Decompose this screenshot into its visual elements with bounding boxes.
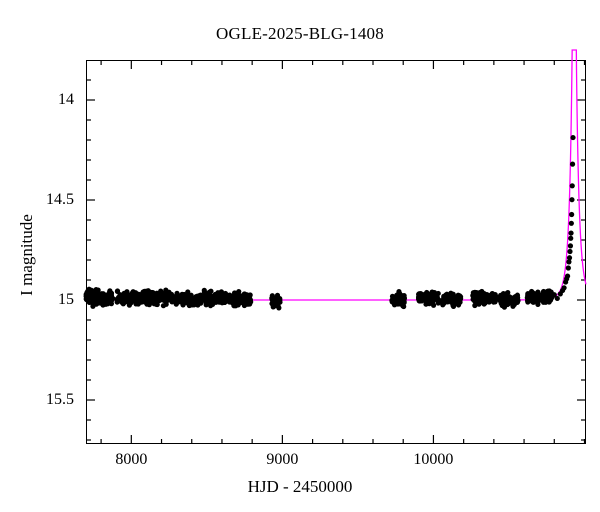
y-axis-title: I magnitude bbox=[17, 214, 36, 296]
x-axis-title: HJD - 2450000 bbox=[247, 477, 353, 496]
y-tick-label: 15.5 bbox=[46, 391, 74, 408]
x-tick-label: 8000 bbox=[115, 451, 148, 468]
page-title: OGLE-2025-BLG-1408 bbox=[216, 24, 384, 43]
x-tick-label: 9000 bbox=[266, 451, 299, 468]
x-tick-label: 10000 bbox=[413, 451, 454, 468]
plot-frame bbox=[86, 60, 586, 444]
y-tick-label: 15 bbox=[58, 291, 74, 308]
y-tick-label: 14 bbox=[58, 91, 74, 108]
y-tick-label: 14.5 bbox=[46, 191, 74, 208]
